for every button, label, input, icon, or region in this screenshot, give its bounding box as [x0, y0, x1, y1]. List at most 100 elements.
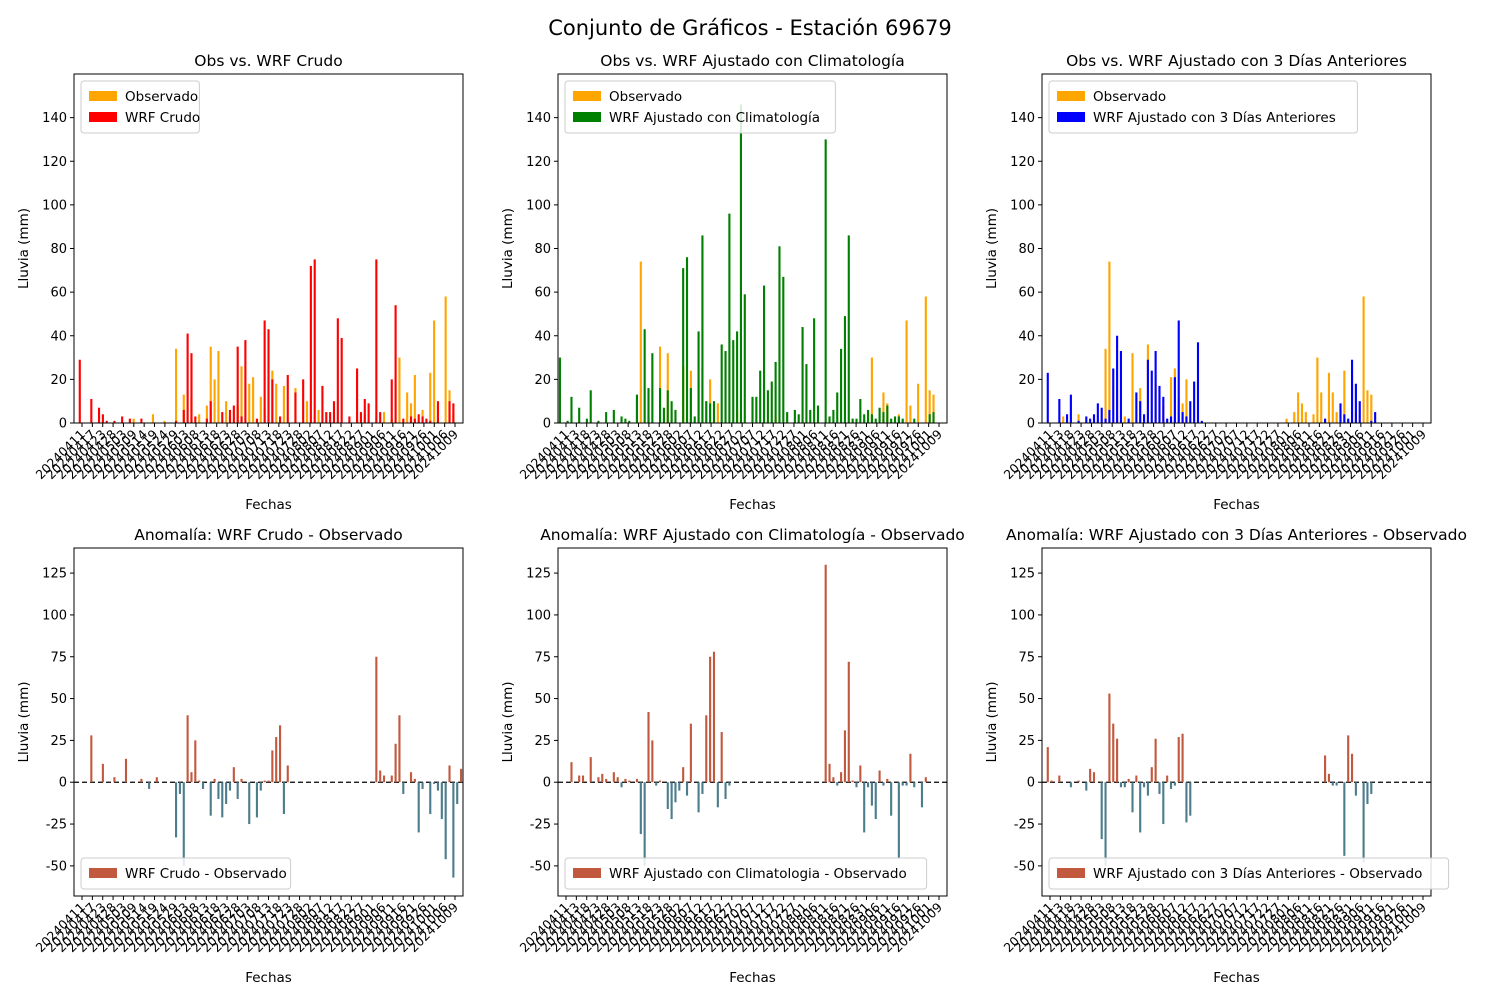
- bar-b: [1085, 416, 1088, 423]
- bar-a: [406, 392, 409, 423]
- plot-frame: [557, 547, 948, 897]
- bar-b: [309, 265, 312, 423]
- bar-b: [1166, 418, 1169, 423]
- bar-a: [1304, 412, 1307, 423]
- bar-a: [402, 782, 405, 794]
- bar-a: [209, 782, 212, 816]
- chart-panel-bottom-3: Anomalía: WRF Ajustado con 3 Días Anteri…: [984, 526, 1467, 986]
- bar-a: [901, 782, 904, 786]
- bar-a: [175, 348, 178, 423]
- legend-frame: [564, 857, 928, 890]
- legend-label: WRF Ajustado con 3 Días Anteriores - Obs…: [1093, 866, 1422, 882]
- chart-panel-top-3: Obs vs. WRF Ajustado con 3 Días Anterior…: [984, 52, 1432, 513]
- bar-b: [78, 359, 81, 423]
- bar-a: [460, 768, 463, 783]
- y-tick-label: 140: [1010, 111, 1035, 126]
- bar-b: [402, 418, 405, 423]
- bar-b: [390, 379, 393, 423]
- y-tick-label: 0: [543, 417, 551, 432]
- bar-b: [363, 399, 366, 423]
- legend-swatch: [1057, 868, 1085, 878]
- chart-panel-top-1: Obs vs. WRF Crudo02040608010012014020240…: [16, 52, 464, 513]
- bar-b: [429, 420, 432, 423]
- bar-a: [620, 782, 623, 788]
- bar-b: [578, 407, 581, 423]
- bar-b: [840, 348, 843, 423]
- bar-b: [1189, 401, 1192, 423]
- bar-a: [1327, 773, 1330, 783]
- bar-b: [332, 401, 336, 423]
- bar-a: [1177, 737, 1180, 783]
- bar-a: [1112, 723, 1115, 783]
- bar-b: [221, 412, 224, 423]
- bar-a: [605, 778, 608, 783]
- bar-a: [932, 394, 935, 423]
- legend-label: Observado: [125, 89, 198, 105]
- bar-a: [1185, 379, 1188, 423]
- y-tick-label: 125: [526, 567, 551, 582]
- chart-panel-bottom-1: Anomalía: WRF Crudo - Observado -50 -25 0 25…: [16, 526, 464, 986]
- bar-b: [778, 246, 781, 423]
- plot-frame: [1041, 547, 1432, 897]
- bar-b: [1339, 403, 1342, 423]
- bar-a: [1327, 372, 1330, 423]
- y-axis-label: Lluvia (mm): [500, 208, 516, 289]
- bar-b: [762, 285, 766, 423]
- bar-b: [647, 388, 650, 423]
- legend-frame: [1048, 80, 1358, 134]
- bar-a: [1354, 782, 1357, 796]
- bar-a: [1300, 403, 1304, 423]
- bar-b: [813, 318, 816, 423]
- bar-a: [433, 782, 436, 784]
- bar-a: [1123, 416, 1126, 423]
- bar-b: [1089, 418, 1092, 423]
- bar-a: [217, 782, 220, 799]
- bar-a: [639, 782, 642, 835]
- bar-b: [932, 412, 935, 423]
- bar-b: [1358, 401, 1361, 423]
- bar-b: [697, 331, 700, 423]
- legend-label: Observado: [609, 89, 682, 105]
- bar-a: [1335, 412, 1338, 423]
- bar-a: [394, 743, 397, 783]
- bar-b: [890, 418, 893, 423]
- bar-a: [205, 405, 208, 423]
- bar-a: [398, 357, 401, 423]
- bar-b: [705, 401, 708, 423]
- bar-a: [1150, 767, 1153, 783]
- bar-b: [267, 329, 270, 423]
- bar-b: [359, 412, 362, 423]
- bar-b: [128, 418, 131, 423]
- y-axis-label: Lluvia (mm): [984, 682, 1000, 763]
- bar-a: [1162, 782, 1165, 825]
- bar-a: [578, 775, 581, 783]
- bar-a: [697, 782, 700, 813]
- bar-a: [1135, 775, 1138, 783]
- panel-title: Obs vs. WRF Ajustado con Climatología: [600, 52, 905, 70]
- bar-a: [275, 737, 278, 783]
- bar-b: [1100, 407, 1103, 423]
- bar-a: [240, 778, 243, 783]
- bar-a: [1104, 348, 1107, 423]
- y-tick-label: 100: [1010, 198, 1035, 213]
- bar-a: [1331, 392, 1334, 423]
- bar-a: [870, 357, 873, 423]
- bar-b: [175, 420, 178, 423]
- y-tick-label: 0: [1027, 417, 1035, 432]
- bar-a: [124, 758, 128, 783]
- bar-b: [709, 403, 712, 423]
- y-tick-label: 120: [42, 155, 67, 170]
- bar-a: [840, 772, 843, 783]
- bar-a: [1085, 782, 1088, 791]
- bar-b: [728, 213, 731, 423]
- bar-b: [232, 405, 235, 423]
- bar-a: [232, 767, 235, 783]
- bar-a: [843, 730, 846, 783]
- bar-a: [382, 412, 386, 423]
- bar-a: [689, 723, 692, 783]
- bar-a: [255, 782, 259, 818]
- bar-a: [1089, 768, 1092, 783]
- bar-a: [1154, 738, 1157, 783]
- y-axis-label: Lluvia (mm): [500, 682, 516, 763]
- bar-a: [628, 780, 631, 783]
